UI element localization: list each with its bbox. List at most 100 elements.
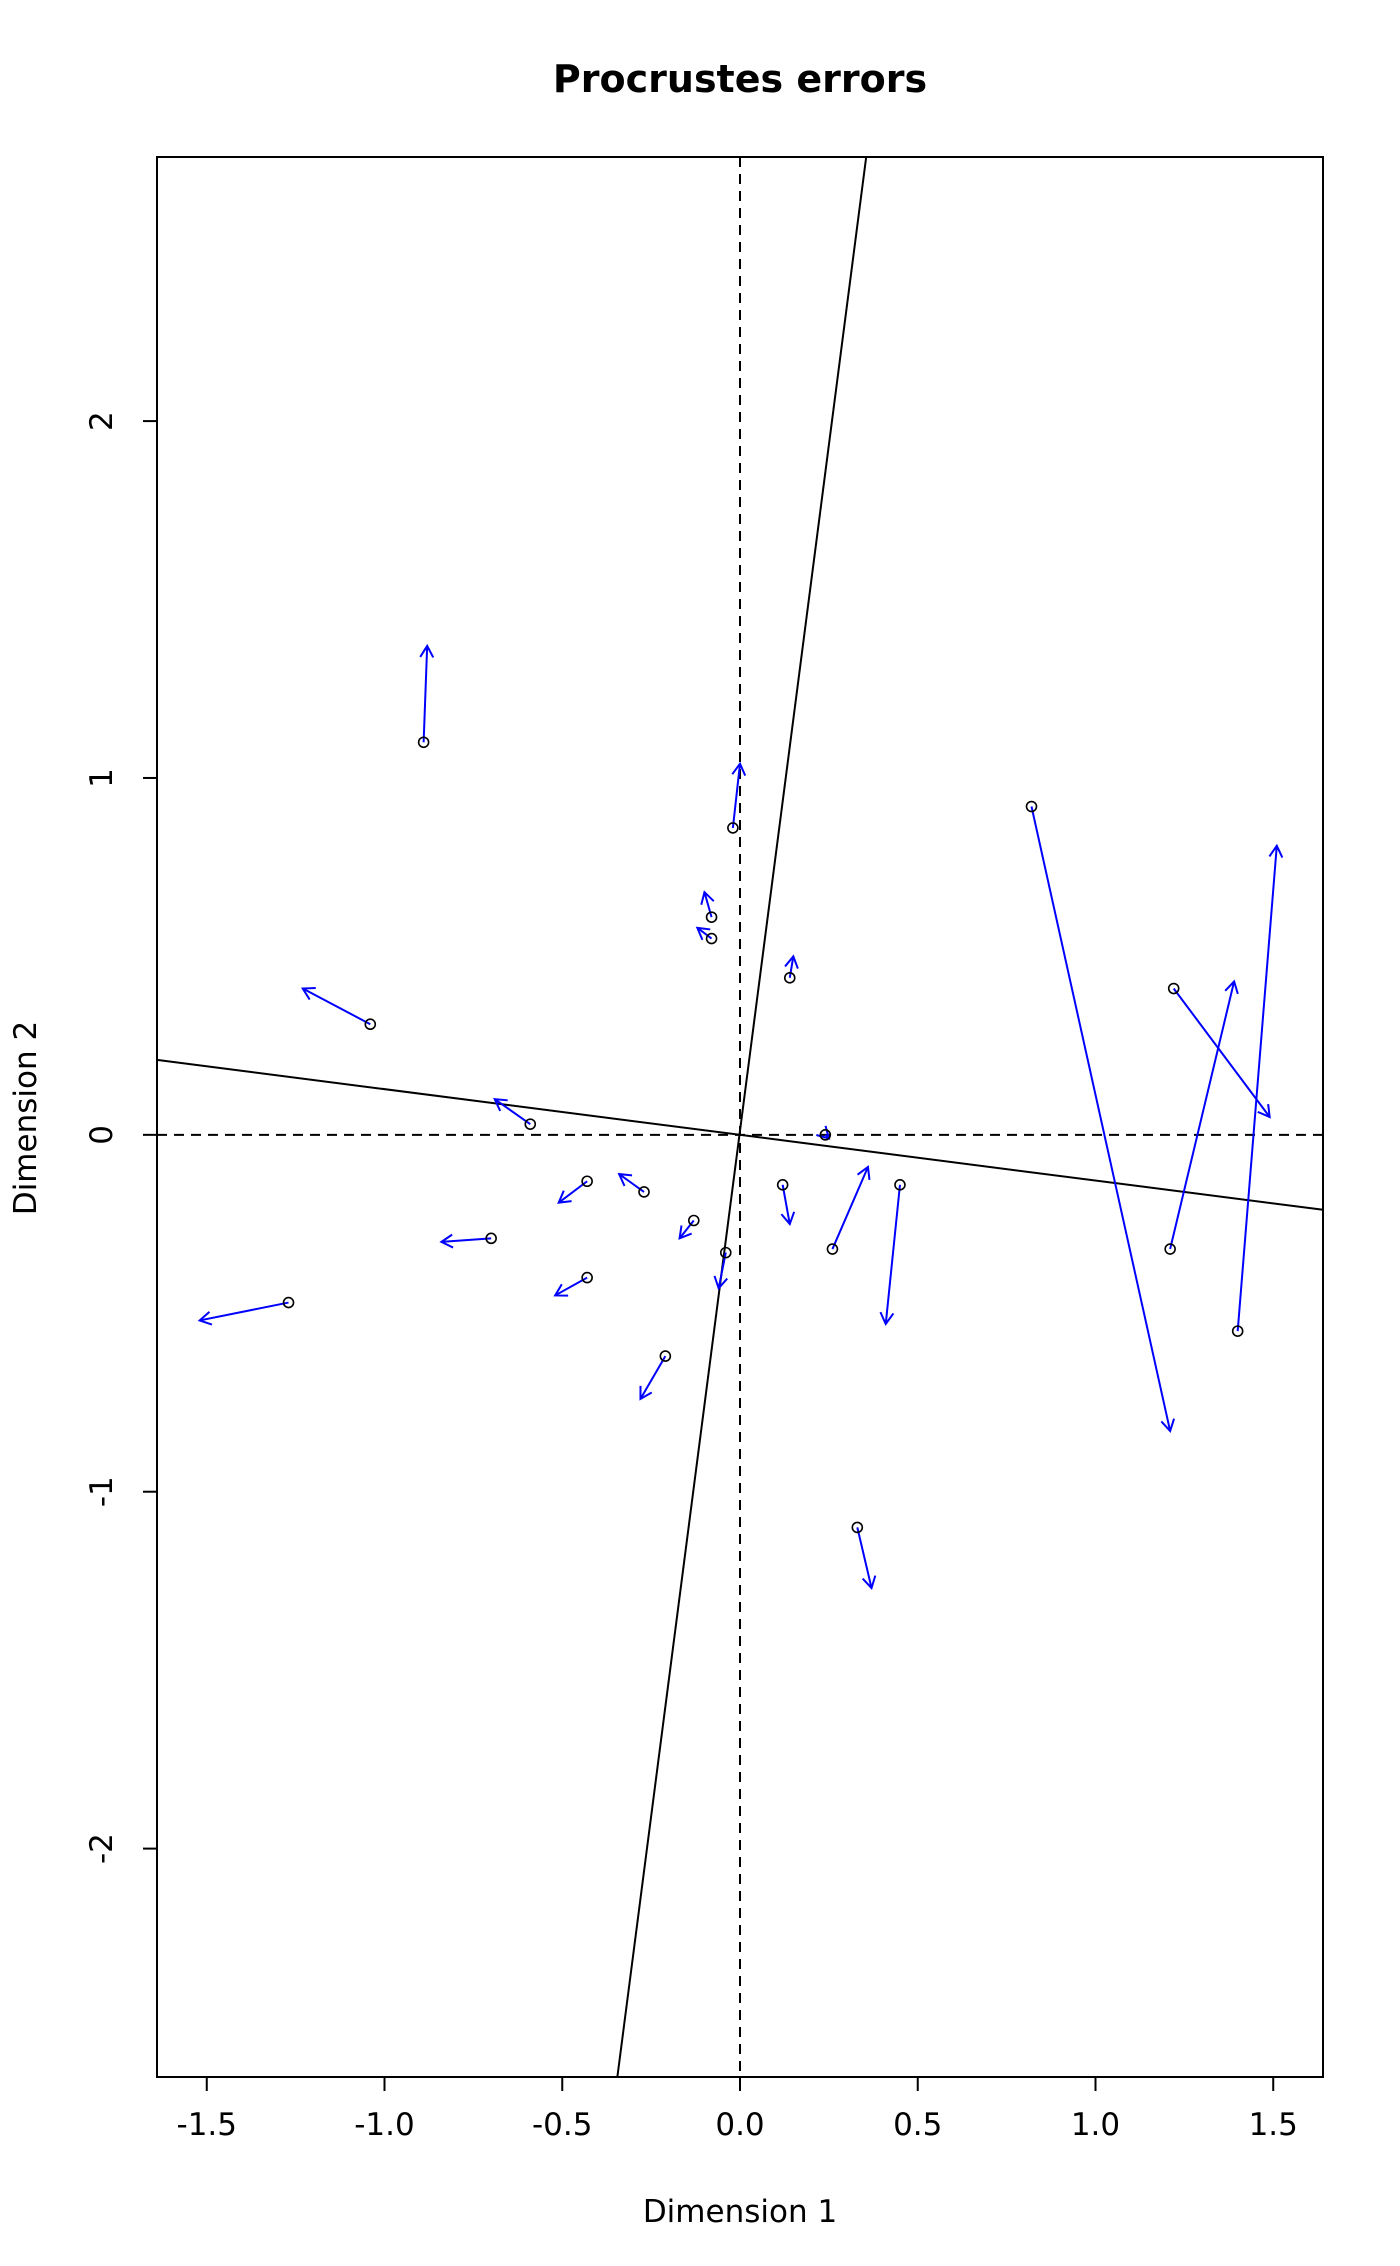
error-arrow-head (713, 1275, 728, 1291)
error-arrow-shaft (441, 1237, 492, 1243)
error-arrow-head (879, 1311, 895, 1326)
data-point (894, 1179, 906, 1191)
error-arrow-head (617, 1172, 633, 1187)
error-arrow-head (557, 1190, 572, 1204)
x-tick-label: 0.0 (715, 2107, 764, 2143)
error-arrow (1172, 987, 1271, 1119)
error-arrow-head (493, 1098, 508, 1112)
data-point (719, 1246, 732, 1259)
data-point (783, 972, 796, 984)
error-arrow-head (300, 987, 316, 1001)
data-point (1164, 1243, 1176, 1255)
x-tick-label: -0.5 (532, 2107, 593, 2143)
y-tick-label: 2 (84, 411, 120, 431)
error-arrow-head (1257, 1103, 1271, 1119)
error-arrow-shaft (199, 1301, 289, 1322)
error-arrow-shaft (302, 987, 371, 1026)
error-arrow-head (784, 954, 799, 969)
error-arrow-shaft (494, 1098, 531, 1125)
data-point (417, 736, 430, 749)
x-tick-label: 1.0 (1071, 2107, 1120, 2143)
error-arrow (493, 1098, 531, 1125)
error-arrow-shaft (678, 1219, 695, 1239)
error-arrow (419, 643, 435, 743)
data-point (776, 1179, 789, 1191)
error-arrow-shaft (558, 1180, 588, 1204)
error-arrow (784, 954, 799, 978)
y-axis-label: Dimension 2 (8, 1021, 44, 1215)
data-point (485, 1232, 497, 1245)
error-arrow (553, 1276, 588, 1297)
data-point (581, 1271, 593, 1284)
error-arrow (831, 1165, 871, 1250)
data-point (659, 1350, 672, 1362)
x-tick-label: -1.0 (354, 2107, 415, 2143)
data-point (1231, 1325, 1244, 1337)
y-axis-ticks: -2 -1 0 1 2 (84, 411, 157, 1864)
error-arrow-shaft (554, 1276, 588, 1297)
x-tick-label: 0.5 (893, 2107, 942, 2143)
error-arrow (639, 1355, 667, 1401)
error-arrow-head (731, 761, 747, 776)
error-arrow-shaft (639, 1355, 667, 1400)
error-arrow-head (856, 1165, 871, 1180)
error-arrow-shaft (856, 1527, 873, 1589)
data-point (705, 911, 718, 923)
y-tick-label: -2 (84, 1833, 120, 1864)
error-arrow (695, 926, 713, 941)
error-arrow-shaft (884, 1184, 901, 1325)
error-arrow (1030, 806, 1176, 1434)
error-arrow-head (695, 926, 711, 941)
data-point (1167, 982, 1180, 995)
error-arrow-shaft (831, 1166, 869, 1250)
error-arrow-head (1224, 979, 1239, 995)
data-point (638, 1186, 650, 1198)
error-arrow (879, 1184, 901, 1326)
error-arrow (439, 1233, 492, 1249)
error-arrow (713, 1252, 728, 1291)
error-arrow (300, 987, 371, 1026)
error-arrow-shaft (1030, 806, 1172, 1432)
error-arrow-shaft (1236, 845, 1278, 1332)
error-arrow-shaft (1172, 987, 1271, 1118)
error-arrow (856, 1527, 877, 1591)
error-arrow-head (197, 1311, 213, 1326)
error-arrow-shaft (696, 927, 713, 940)
x-axis-label: Dimension 1 (643, 2194, 837, 2230)
x-axis-ticks: -1.5 -1.0 -0.5 0.0 0.5 1.0 1.5 (177, 2077, 1298, 2143)
y-tick-label: 0 (84, 1125, 120, 1145)
rotation-axes (156, 156, 1324, 2078)
data-points (282, 736, 1244, 1534)
error-arrow (557, 1180, 588, 1204)
error-arrow-shaft (717, 1252, 727, 1289)
data-point (705, 932, 718, 945)
error-arrow (780, 1184, 796, 1227)
x-tick-label: -1.5 (177, 2107, 238, 2143)
data-point (687, 1214, 700, 1227)
error-arrow-head (639, 1385, 653, 1401)
error-arrows (197, 643, 1284, 1591)
error-arrow-shaft (422, 645, 429, 743)
error-arrow-head (861, 1575, 877, 1591)
error-arrow-head (780, 1211, 796, 1227)
data-point (282, 1296, 295, 1309)
error-arrow-head (700, 890, 715, 906)
error-arrow-head (439, 1233, 454, 1249)
data-point (524, 1118, 537, 1130)
data-point (1025, 800, 1038, 813)
error-arrow (678, 1219, 695, 1240)
error-arrow-shaft (788, 956, 795, 978)
error-arrow (1236, 843, 1284, 1332)
error-arrow-head (678, 1225, 693, 1240)
error-arrow-head (419, 643, 435, 658)
data-point (826, 1243, 839, 1255)
data-point (851, 1521, 864, 1534)
error-arrow-head (1268, 843, 1284, 858)
y-tick-label: -1 (84, 1476, 120, 1507)
error-arrow-shaft (731, 763, 741, 829)
x-tick-label: 1.5 (1249, 2107, 1298, 2143)
rotation-axis-line-2 (616, 156, 868, 2078)
data-point (727, 822, 739, 834)
